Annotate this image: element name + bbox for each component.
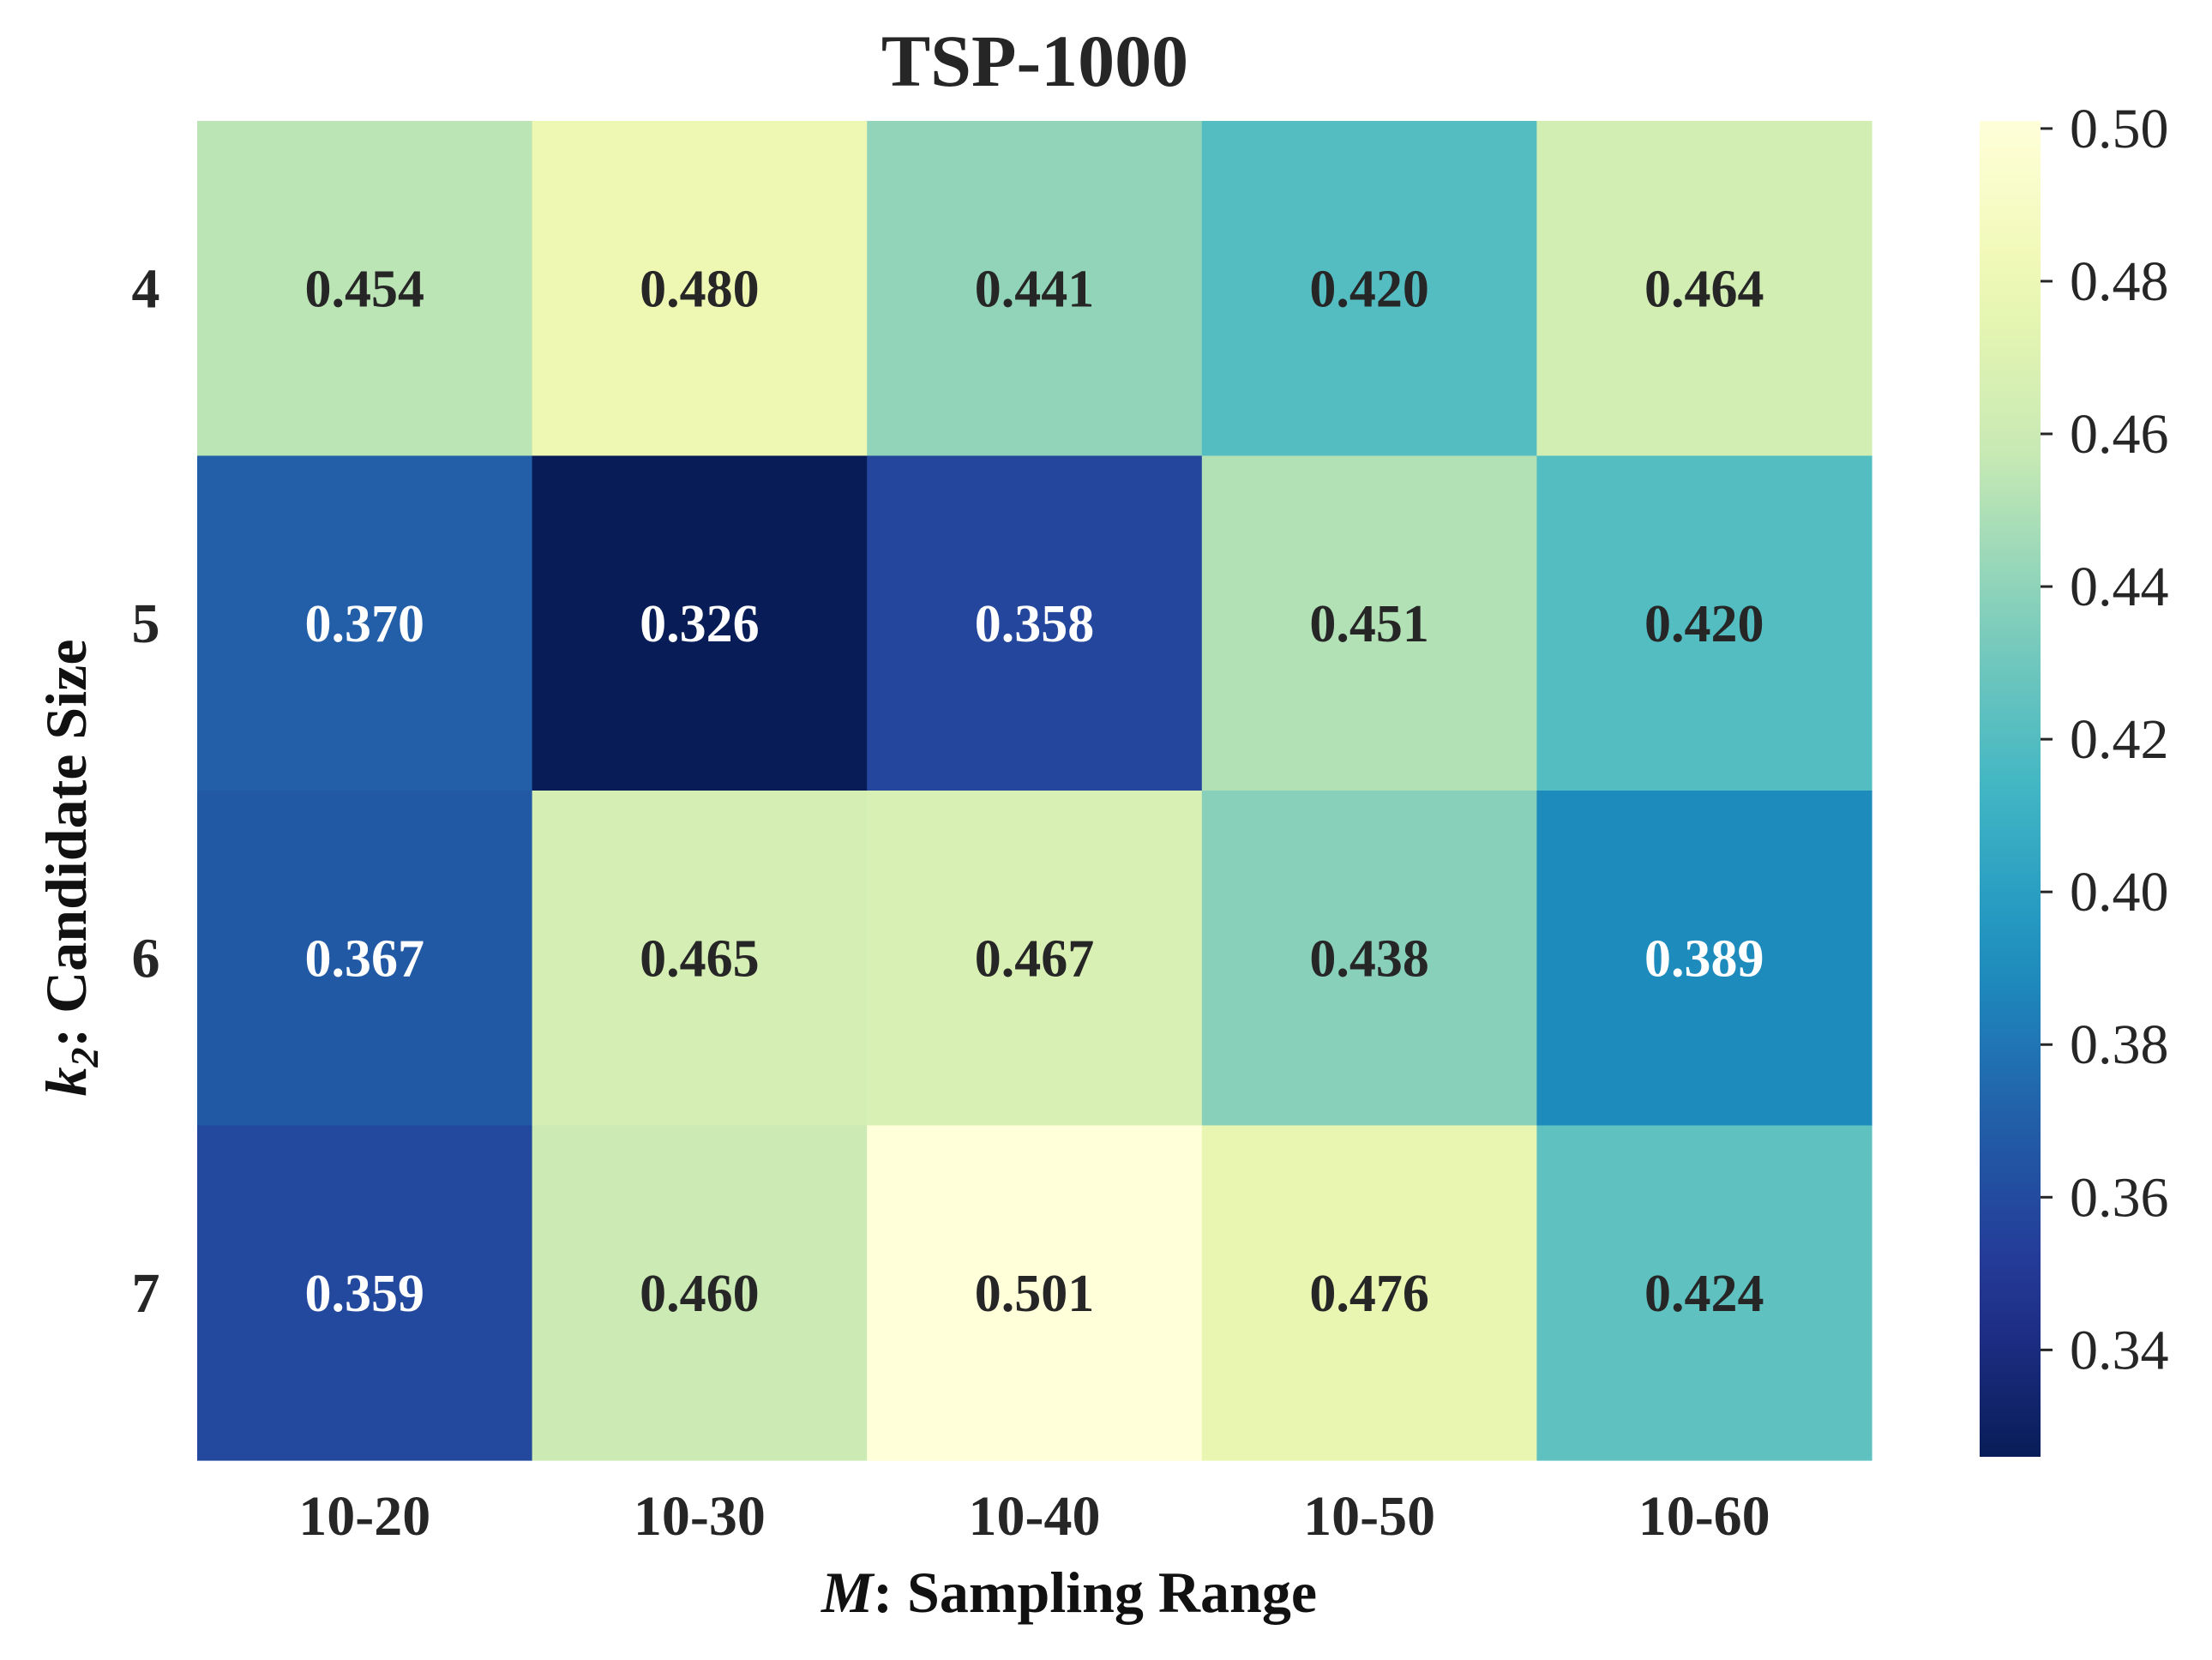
heatmap-cell — [197, 1125, 533, 1461]
x-tick-label: 10-50 — [1303, 1485, 1435, 1548]
cell-value-label: 0.451 — [1309, 595, 1429, 653]
x-tick-label: 10-40 — [969, 1485, 1101, 1548]
colorbar-tick-label: 0.38 — [2070, 1013, 2169, 1076]
heatmap-cell — [197, 455, 533, 791]
cell-value-label: 0.438 — [1309, 929, 1429, 988]
colorbar — [1980, 121, 2041, 1457]
cell-value-label: 0.326 — [640, 595, 760, 653]
heatmap-cell — [532, 791, 868, 1127]
y-tick-label: 7 — [132, 1262, 160, 1325]
heatmap-cell — [1201, 791, 1537, 1127]
colorbar-ticks: 0.34 0.36 0.38 0.40 0.42 0.44 0.46 0.48 0.50 — [2041, 98, 2169, 1381]
x-tick-label: 10-20 — [298, 1485, 430, 1548]
y-axis-label: k2: Candidate Size — [33, 640, 106, 1097]
cell-value-label: 0.476 — [1309, 1265, 1429, 1323]
cell-value-label: 0.465 — [640, 929, 760, 988]
x-axis-ticks: 10-20 10-30 10-40 10-50 10-60 — [298, 1485, 1770, 1548]
heatmap-cell — [1201, 455, 1537, 791]
x-tick-label: 10-60 — [1638, 1485, 1770, 1548]
cell-value-label: 0.420 — [1309, 260, 1429, 318]
colorbar-tick-label: 0.44 — [2070, 556, 2169, 618]
colorbar-tick-label: 0.34 — [2070, 1319, 2169, 1381]
heatmap-cell — [197, 791, 533, 1127]
cell-value-label: 0.441 — [975, 260, 1095, 318]
cell-value-label: 0.359 — [305, 1265, 425, 1323]
cell-value-label: 0.370 — [305, 595, 425, 653]
cell-value-label: 0.467 — [975, 929, 1095, 988]
y-tick-label: 4 — [132, 257, 160, 320]
heatmap-cell — [867, 121, 1203, 457]
heatmap-cell — [1536, 455, 1872, 791]
colorbar-tick-label: 0.46 — [2070, 403, 2169, 466]
y-tick-label: 5 — [132, 592, 160, 655]
cell-value-label: 0.464 — [1644, 260, 1764, 318]
heatmap-cell — [532, 1125, 868, 1461]
chart-title: TSP-1000 — [881, 20, 1188, 102]
y-axis-ticks: 4 5 6 7 — [132, 257, 160, 1325]
heatmap-cell — [1201, 1125, 1537, 1461]
heatmap-cell — [532, 121, 868, 457]
cell-value-label: 0.367 — [305, 929, 425, 988]
heatmap-cell — [1536, 1125, 1872, 1461]
heatmap-cell — [1536, 121, 1872, 457]
colorbar-tick-label: 0.48 — [2070, 250, 2169, 313]
heatmap-cell — [197, 121, 533, 457]
cell-value-label: 0.420 — [1644, 595, 1764, 653]
cell-value-label: 0.358 — [975, 595, 1095, 653]
colorbar-tick-label: 0.40 — [2070, 861, 2169, 923]
heatmap-cell — [867, 791, 1203, 1127]
heatmap-cell — [1536, 791, 1872, 1127]
cell-value-label: 0.424 — [1644, 1265, 1764, 1323]
heatmap-cell — [867, 1125, 1203, 1461]
cell-value-label: 0.480 — [640, 260, 760, 318]
cell-value-label: 0.501 — [975, 1265, 1095, 1323]
x-tick-label: 10-30 — [634, 1485, 766, 1548]
cell-value-label: 0.454 — [305, 260, 425, 318]
colorbar-tick-label: 0.36 — [2070, 1166, 2169, 1229]
colorbar-tick-label: 0.42 — [2070, 708, 2169, 771]
cell-value-label: 0.460 — [640, 1265, 760, 1323]
y-tick-label: 6 — [132, 927, 160, 989]
heatmap-cell — [867, 455, 1203, 791]
colorbar-tick-label: 0.50 — [2070, 98, 2169, 160]
heatmap-value-labels: 0.454 0.480 0.441 0.420 0.464 0.370 0.326 0.358… — [305, 260, 1764, 1323]
heatmap-cells — [197, 121, 1872, 1461]
x-axis-label: M: Sampling Range — [820, 1560, 1317, 1625]
heatmap-cell — [1201, 121, 1537, 457]
cell-value-label: 0.389 — [1644, 929, 1764, 988]
heatmap-cell — [532, 455, 868, 791]
